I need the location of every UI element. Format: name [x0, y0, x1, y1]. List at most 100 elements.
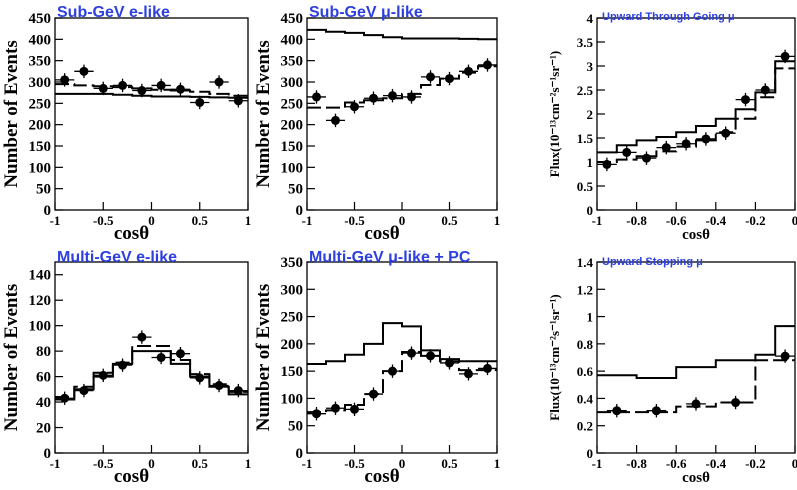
plot-frame: [306, 261, 498, 454]
x-tick-label: -0.5: [344, 456, 365, 471]
y-tick-label: 150: [281, 139, 304, 155]
data-point: [195, 97, 205, 107]
x-tick-label: -1: [50, 456, 61, 471]
x-tick-label: 1: [494, 213, 501, 228]
y-tick-label: 300: [281, 75, 304, 91]
data-point: [98, 370, 108, 380]
x-tick-label: 1: [245, 456, 252, 471]
data-point: [602, 159, 612, 169]
y-tick-label: 80: [36, 344, 51, 360]
panel-title: Upward Through Going μ: [602, 11, 735, 23]
x-tick-label: 0.5: [192, 456, 209, 471]
x-tick-label: 0.5: [441, 456, 458, 471]
data-point: [156, 80, 166, 90]
data-point: [483, 363, 492, 373]
prediction-oscillation: [307, 65, 497, 109]
data-point: [350, 102, 359, 112]
data-point: [214, 77, 224, 87]
y-tick-label: 50: [36, 182, 51, 198]
x-tick-label: 0.5: [441, 213, 458, 228]
prediction-oscillation: [55, 83, 248, 97]
y-tick-label: 350: [281, 54, 304, 70]
x-axis-label: cosθ: [114, 466, 149, 487]
panel-2: 0 50 100 150 200 250 300 350 400 450 -1 -0.5 0 0.5 1 Su…: [253, 4, 500, 244]
panel-title: Multi-GeV μ-like + PC: [309, 249, 471, 266]
y-tick-label: 400: [281, 32, 304, 48]
data-point: [426, 351, 435, 361]
y-axis-label: Number of Events: [253, 284, 274, 431]
y-axis-label: Number of Events: [253, 40, 274, 187]
data-point: [661, 143, 671, 153]
y-tick-label: 1: [587, 310, 594, 325]
data-point: [312, 409, 321, 419]
data-point: [445, 74, 454, 84]
y-tick-label: 0: [296, 446, 304, 462]
data-point: [369, 389, 378, 399]
data-point: [464, 66, 473, 76]
y-tick-label: 0: [44, 446, 52, 462]
prediction-oscillation: [55, 345, 248, 398]
y-tick-label: 400: [29, 32, 52, 48]
y-tick-label: 450: [281, 11, 304, 27]
x-tick-label: -0.5: [344, 213, 365, 228]
data-point: [426, 72, 435, 82]
data-point: [760, 85, 770, 95]
prediction-no-oscillation: [55, 350, 248, 401]
data-point: [214, 381, 224, 391]
panel-6: 0 0.2 0.4 0.6 0.8 1 1.2 1.4 -1 -0.8 -0.6 -0.4 -0.2 0 U…: [547, 255, 797, 486]
x-tick-label: -0.6: [666, 213, 687, 228]
x-tick-label: 0: [148, 213, 155, 228]
y-tick-label: 1.2: [577, 282, 593, 297]
data-point: [195, 373, 205, 383]
y-tick-label: 2: [587, 107, 594, 122]
data-point: [369, 93, 378, 103]
data-point: [701, 134, 711, 144]
panel-title: Upward Stopping μ: [602, 256, 703, 268]
data-point: [60, 393, 70, 403]
data-point: [350, 404, 359, 414]
x-tick-label: -0.5: [93, 213, 114, 228]
y-tick-label: 350: [281, 255, 304, 271]
y-tick-label: 300: [281, 282, 304, 298]
prediction-no-oscillation: [307, 28, 497, 41]
y-tick-label: 2.5: [577, 83, 594, 98]
y-axis-label: Number of Events: [1, 284, 22, 431]
x-tick-label: -0.4: [706, 213, 727, 228]
data-point: [780, 51, 790, 61]
y-tick-label: 0: [587, 203, 594, 218]
data-point: [681, 139, 691, 149]
y-tick-label: 50: [288, 419, 303, 435]
y-tick-label: 20: [36, 421, 51, 437]
data-point: [388, 366, 397, 376]
x-axis-label: cosθ: [114, 223, 149, 244]
y-tick-label: 50: [288, 182, 303, 198]
data-point: [445, 358, 454, 368]
x-tick-label: -1: [302, 213, 313, 228]
prediction-no-oscillation: [55, 92, 248, 99]
y-tick-label: 100: [29, 319, 52, 335]
y-tick-label: 3.5: [577, 35, 594, 50]
x-tick-label: -1: [592, 213, 603, 228]
y-tick-label: 60: [36, 370, 51, 386]
data-point: [175, 84, 185, 94]
x-axis-label: cosθ: [682, 470, 710, 486]
data-point: [137, 332, 147, 342]
data-point: [137, 86, 147, 96]
data-point: [388, 91, 397, 101]
x-tick-label: -0.4: [706, 456, 727, 471]
data-point: [118, 360, 128, 370]
x-tick-label: -0.8: [626, 456, 647, 471]
data-point: [233, 96, 243, 106]
y-axis-label: Flux(10⁻¹³cm⁻²s⁻¹sr⁻¹): [547, 294, 562, 420]
y-axis-label: Flux(10⁻¹³cm⁻²s⁻¹sr⁻¹): [547, 51, 562, 177]
data-point: [118, 80, 128, 90]
data-point: [612, 406, 622, 416]
x-tick-label: 0: [792, 456, 797, 471]
y-tick-label: 0.6: [577, 364, 594, 379]
y-tick-label: 450: [29, 11, 52, 27]
data-point: [79, 66, 89, 76]
y-tick-label: 250: [281, 310, 304, 326]
x-tick-label: -0.5: [93, 456, 114, 471]
panel-1: 0 50 100 150 200 250 300 350 400 450 -1 -0.5 0 0.5 1 Su…: [1, 4, 251, 244]
y-tick-label: 120: [29, 293, 52, 309]
